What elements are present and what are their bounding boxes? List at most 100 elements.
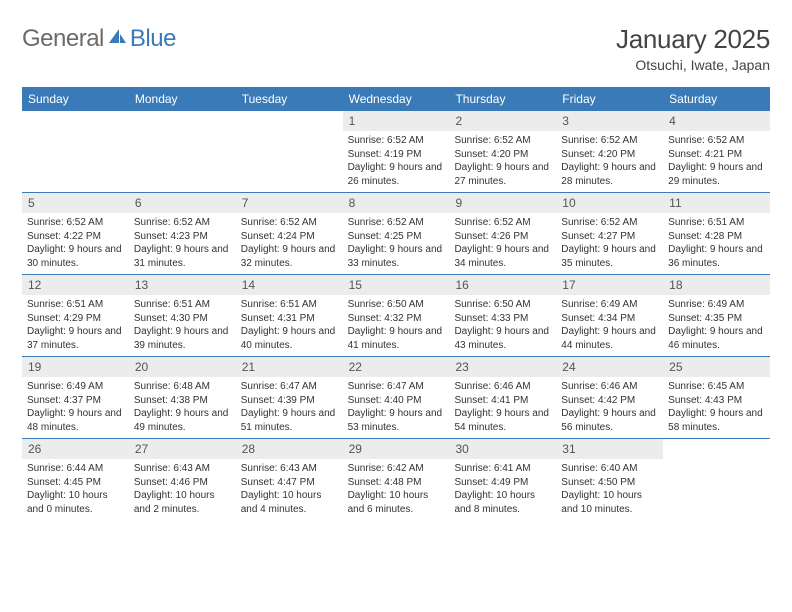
calendar-day: 15Sunrise: 6:50 AMSunset: 4:32 PMDayligh… <box>343 275 450 356</box>
day-details <box>663 459 770 466</box>
day-details: Sunrise: 6:52 AMSunset: 4:22 PMDaylight:… <box>22 213 129 274</box>
sunrise-line: Sunrise: 6:45 AM <box>668 380 765 394</box>
day-details: Sunrise: 6:49 AMSunset: 4:34 PMDaylight:… <box>556 295 663 356</box>
day-number: 7 <box>236 193 343 213</box>
daylight-line: Daylight: 9 hours and 37 minutes. <box>27 325 124 352</box>
brand-sail-icon <box>107 24 127 52</box>
calendar-day: 8Sunrise: 6:52 AMSunset: 4:25 PMDaylight… <box>343 193 450 274</box>
calendar-day: 31Sunrise: 6:40 AMSunset: 4:50 PMDayligh… <box>556 439 663 520</box>
calendar-day: 13Sunrise: 6:51 AMSunset: 4:30 PMDayligh… <box>129 275 236 356</box>
day-number <box>663 439 770 459</box>
daylight-line: Daylight: 9 hours and 40 minutes. <box>241 325 338 352</box>
daylight-line: Daylight: 9 hours and 54 minutes. <box>454 407 551 434</box>
calendar-week: 26Sunrise: 6:44 AMSunset: 4:45 PMDayligh… <box>22 439 770 520</box>
day-details: Sunrise: 6:43 AMSunset: 4:46 PMDaylight:… <box>129 459 236 520</box>
sunset-line: Sunset: 4:41 PM <box>454 394 551 408</box>
weekday-header: Monday <box>129 87 236 111</box>
title-block: January 2025 Otsuchi, Iwate, Japan <box>616 24 770 73</box>
header: General Blue January 2025 Otsuchi, Iwate… <box>22 24 770 73</box>
sunrise-line: Sunrise: 6:40 AM <box>561 462 658 476</box>
day-details: Sunrise: 6:52 AMSunset: 4:24 PMDaylight:… <box>236 213 343 274</box>
calendar-day: 27Sunrise: 6:43 AMSunset: 4:46 PMDayligh… <box>129 439 236 520</box>
sunrise-line: Sunrise: 6:41 AM <box>454 462 551 476</box>
sunset-line: Sunset: 4:30 PM <box>134 312 231 326</box>
sunrise-line: Sunrise: 6:52 AM <box>561 216 658 230</box>
sunrise-line: Sunrise: 6:52 AM <box>348 134 445 148</box>
day-number <box>129 111 236 131</box>
day-number: 30 <box>449 439 556 459</box>
day-number: 17 <box>556 275 663 295</box>
day-number: 22 <box>343 357 450 377</box>
sunset-line: Sunset: 4:38 PM <box>134 394 231 408</box>
day-number: 5 <box>22 193 129 213</box>
sunrise-line: Sunrise: 6:47 AM <box>241 380 338 394</box>
daylight-line: Daylight: 10 hours and 10 minutes. <box>561 489 658 516</box>
day-number: 24 <box>556 357 663 377</box>
day-number: 16 <box>449 275 556 295</box>
calendar-day <box>236 111 343 192</box>
sunset-line: Sunset: 4:42 PM <box>561 394 658 408</box>
sunrise-line: Sunrise: 6:51 AM <box>241 298 338 312</box>
day-details: Sunrise: 6:52 AMSunset: 4:26 PMDaylight:… <box>449 213 556 274</box>
weekday-header: Saturday <box>663 87 770 111</box>
calendar-page: General Blue January 2025 Otsuchi, Iwate… <box>0 0 792 540</box>
day-details: Sunrise: 6:50 AMSunset: 4:33 PMDaylight:… <box>449 295 556 356</box>
month-title: January 2025 <box>616 24 770 55</box>
calendar-day <box>129 111 236 192</box>
sunset-line: Sunset: 4:22 PM <box>27 230 124 244</box>
sunset-line: Sunset: 4:31 PM <box>241 312 338 326</box>
day-details: Sunrise: 6:44 AMSunset: 4:45 PMDaylight:… <box>22 459 129 520</box>
daylight-line: Daylight: 9 hours and 31 minutes. <box>134 243 231 270</box>
calendar-day: 5Sunrise: 6:52 AMSunset: 4:22 PMDaylight… <box>22 193 129 274</box>
daylight-line: Daylight: 9 hours and 27 minutes. <box>454 161 551 188</box>
location-label: Otsuchi, Iwate, Japan <box>616 57 770 73</box>
sunrise-line: Sunrise: 6:49 AM <box>27 380 124 394</box>
sunrise-line: Sunrise: 6:46 AM <box>561 380 658 394</box>
sunset-line: Sunset: 4:19 PM <box>348 148 445 162</box>
weekday-header-row: SundayMondayTuesdayWednesdayThursdayFrid… <box>22 87 770 111</box>
calendar-day: 12Sunrise: 6:51 AMSunset: 4:29 PMDayligh… <box>22 275 129 356</box>
sunset-line: Sunset: 4:29 PM <box>27 312 124 326</box>
daylight-line: Daylight: 9 hours and 35 minutes. <box>561 243 658 270</box>
sunset-line: Sunset: 4:32 PM <box>348 312 445 326</box>
sunset-line: Sunset: 4:34 PM <box>561 312 658 326</box>
daylight-line: Daylight: 9 hours and 29 minutes. <box>668 161 765 188</box>
calendar-week: 19Sunrise: 6:49 AMSunset: 4:37 PMDayligh… <box>22 357 770 439</box>
daylight-line: Daylight: 9 hours and 58 minutes. <box>668 407 765 434</box>
sunset-line: Sunset: 4:21 PM <box>668 148 765 162</box>
calendar-week: 5Sunrise: 6:52 AMSunset: 4:22 PMDaylight… <box>22 193 770 275</box>
day-number: 13 <box>129 275 236 295</box>
weekday-header: Tuesday <box>236 87 343 111</box>
day-number: 23 <box>449 357 556 377</box>
day-number: 26 <box>22 439 129 459</box>
sunset-line: Sunset: 4:50 PM <box>561 476 658 490</box>
brand-logo: General Blue <box>22 24 176 54</box>
daylight-line: Daylight: 9 hours and 48 minutes. <box>27 407 124 434</box>
day-number: 11 <box>663 193 770 213</box>
calendar-day: 2Sunrise: 6:52 AMSunset: 4:20 PMDaylight… <box>449 111 556 192</box>
day-details: Sunrise: 6:52 AMSunset: 4:27 PMDaylight:… <box>556 213 663 274</box>
sunrise-line: Sunrise: 6:52 AM <box>27 216 124 230</box>
sunrise-line: Sunrise: 6:48 AM <box>134 380 231 394</box>
day-details <box>236 131 343 138</box>
calendar-day: 11Sunrise: 6:51 AMSunset: 4:28 PMDayligh… <box>663 193 770 274</box>
day-details: Sunrise: 6:43 AMSunset: 4:47 PMDaylight:… <box>236 459 343 520</box>
sunset-line: Sunset: 4:26 PM <box>454 230 551 244</box>
sunrise-line: Sunrise: 6:50 AM <box>348 298 445 312</box>
calendar-day: 14Sunrise: 6:51 AMSunset: 4:31 PMDayligh… <box>236 275 343 356</box>
sunrise-line: Sunrise: 6:46 AM <box>454 380 551 394</box>
sunset-line: Sunset: 4:43 PM <box>668 394 765 408</box>
day-number: 19 <box>22 357 129 377</box>
day-number: 21 <box>236 357 343 377</box>
day-details: Sunrise: 6:52 AMSunset: 4:25 PMDaylight:… <box>343 213 450 274</box>
calendar-day: 7Sunrise: 6:52 AMSunset: 4:24 PMDaylight… <box>236 193 343 274</box>
weekday-header: Sunday <box>22 87 129 111</box>
daylight-line: Daylight: 10 hours and 2 minutes. <box>134 489 231 516</box>
sunrise-line: Sunrise: 6:50 AM <box>454 298 551 312</box>
daylight-line: Daylight: 9 hours and 51 minutes. <box>241 407 338 434</box>
daylight-line: Daylight: 9 hours and 34 minutes. <box>454 243 551 270</box>
daylight-line: Daylight: 9 hours and 30 minutes. <box>27 243 124 270</box>
day-number: 6 <box>129 193 236 213</box>
daylight-line: Daylight: 9 hours and 44 minutes. <box>561 325 658 352</box>
day-number: 15 <box>343 275 450 295</box>
